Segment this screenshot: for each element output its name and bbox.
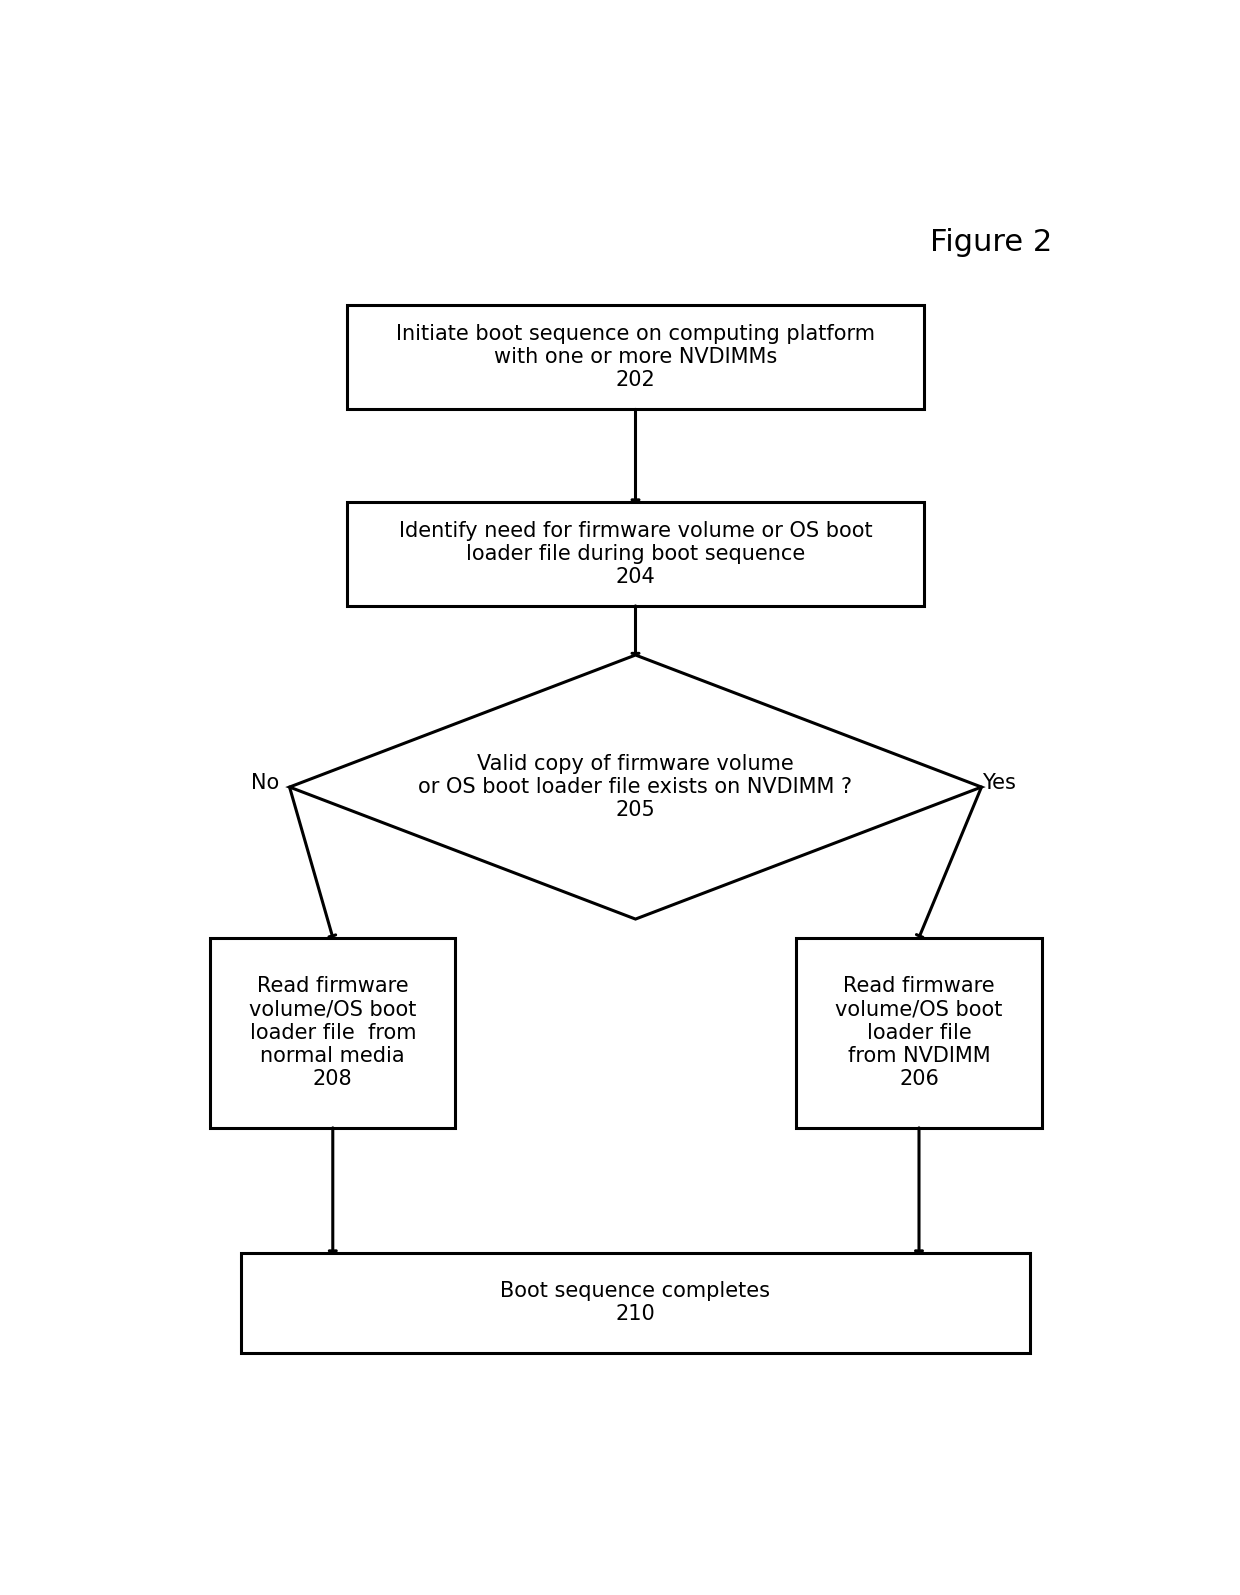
Text: Valid copy of firmware volume
or OS boot loader file exists on NVDIMM ?
205: Valid copy of firmware volume or OS boot…: [418, 754, 853, 820]
Text: Boot sequence completes
210: Boot sequence completes 210: [501, 1281, 770, 1324]
Text: Read firmware
volume/OS boot
loader file  from
normal media
208: Read firmware volume/OS boot loader file…: [249, 976, 417, 1089]
FancyBboxPatch shape: [242, 1252, 1029, 1353]
Text: Identify need for firmware volume or OS boot
loader file during boot sequence
20: Identify need for firmware volume or OS …: [399, 520, 872, 587]
Text: Read firmware
volume/OS boot
loader file
from NVDIMM
206: Read firmware volume/OS boot loader file…: [836, 976, 1003, 1089]
Text: Yes: Yes: [982, 774, 1016, 793]
Text: Figure 2: Figure 2: [930, 228, 1053, 257]
Polygon shape: [290, 656, 982, 919]
Text: Initiate boot sequence on computing platform
with one or more NVDIMMs
202: Initiate boot sequence on computing plat…: [396, 324, 875, 391]
FancyBboxPatch shape: [347, 501, 924, 606]
FancyBboxPatch shape: [347, 305, 924, 410]
FancyBboxPatch shape: [796, 938, 1042, 1128]
FancyBboxPatch shape: [211, 938, 455, 1128]
Text: No: No: [252, 774, 280, 793]
